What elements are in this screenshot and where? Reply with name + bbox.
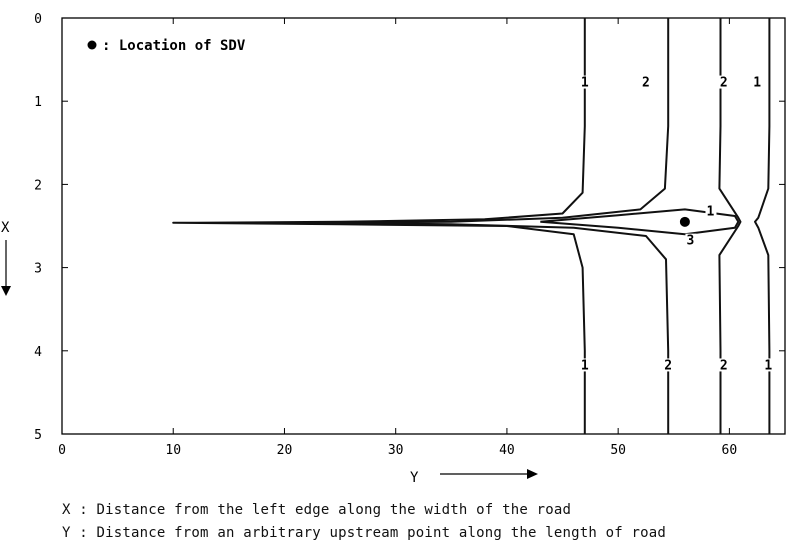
contour-label: 1 xyxy=(707,205,715,220)
contour-label-backdrop xyxy=(718,358,730,372)
contour-label-backdrop xyxy=(663,358,675,372)
sdv-location-marker xyxy=(679,216,690,227)
contour-label: 2 xyxy=(642,76,650,91)
contour-label-backdrop xyxy=(752,75,764,89)
x-tick-label: 50 xyxy=(610,443,626,458)
y-tick-label: 3 xyxy=(34,262,42,277)
y-tick-label: 0 xyxy=(34,12,42,27)
plot-frame xyxy=(61,17,786,435)
legend-label: : Location of SDV xyxy=(102,38,246,54)
x-tick-label: 60 xyxy=(722,443,738,458)
x-tick-label: 0 xyxy=(58,443,66,458)
x-axis-title: Y xyxy=(410,470,419,486)
contour-label: 3 xyxy=(687,234,695,249)
contour-label: 2 xyxy=(664,358,672,373)
y-tick-label: 5 xyxy=(34,428,42,443)
x-tick-label: 40 xyxy=(499,443,515,458)
x-axis-title-group: Y xyxy=(410,469,538,486)
x-axis-arrow-head xyxy=(527,469,538,479)
contour-line-level-2 xyxy=(718,18,742,434)
contour-label-backdrop xyxy=(579,75,591,89)
contour-line-level-3 xyxy=(540,208,740,236)
x-tick-label: 30 xyxy=(388,443,404,458)
contour-label: 1 xyxy=(753,76,761,91)
x-tick-label: 10 xyxy=(165,443,181,458)
contour-label-backdrop xyxy=(763,358,775,372)
y-tick-labels: 0 1 2 3 4 5 xyxy=(34,12,42,443)
y-tick-label: 4 xyxy=(34,345,42,360)
plot-border xyxy=(61,17,786,435)
y-axis-title-group: X xyxy=(1,220,11,296)
contour-line-level-1 xyxy=(172,18,586,434)
contour-label-backdrop xyxy=(718,75,730,89)
contour-label-backdrop xyxy=(685,233,697,247)
sdv-marker-group xyxy=(679,216,690,227)
x-definition-caption: X : Distance from the left edge along th… xyxy=(62,502,572,518)
contour-label: 1 xyxy=(764,358,772,373)
y-axis-title: X xyxy=(1,220,10,236)
legend: : Location of SDV xyxy=(87,38,246,54)
contour-line-level-2 xyxy=(305,18,670,434)
contour-label: 1 xyxy=(581,358,589,373)
y-tick-label: 1 xyxy=(34,95,42,110)
contour-label-backdrop xyxy=(579,358,591,372)
contour-line-level-1 xyxy=(754,18,771,434)
tick-marks xyxy=(61,17,785,435)
contour-label-backdrop xyxy=(640,75,652,89)
y-axis-arrow-head xyxy=(1,286,11,296)
contour-label-backdrop xyxy=(705,204,717,218)
contour-label: 2 xyxy=(720,358,728,373)
contour-label: 2 xyxy=(720,76,728,91)
x-tick-label: 20 xyxy=(277,443,293,458)
legend-marker xyxy=(87,40,97,50)
y-tick-label: 2 xyxy=(34,178,42,193)
contour-label: 1 xyxy=(581,76,589,91)
contour-lines xyxy=(172,18,771,434)
y-definition-caption: Y : Distance from an arbitrary upstream … xyxy=(62,525,667,541)
x-tick-labels: 0 10 20 30 40 50 60 xyxy=(58,443,737,458)
